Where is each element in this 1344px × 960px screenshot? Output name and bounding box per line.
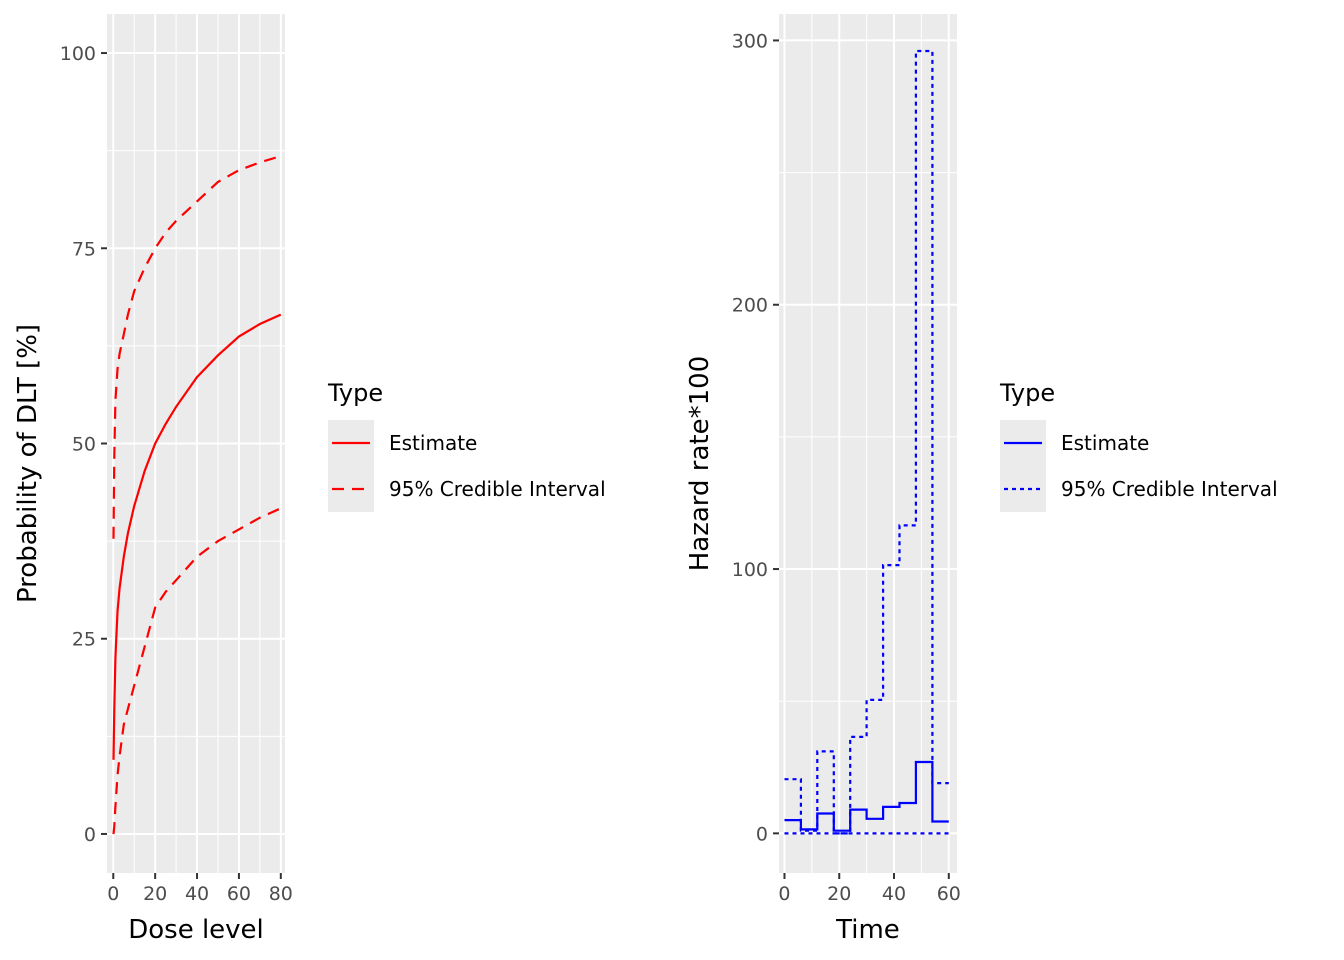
x-tick-label: 0 — [778, 883, 790, 905]
plot-panel — [779, 14, 957, 873]
credible-interval-line-1 — [112, 507, 282, 835]
x-tick-label: 20 — [827, 883, 851, 905]
y-tick-label: 0 — [84, 824, 96, 846]
legend-title: Type — [999, 379, 1055, 407]
legend-label: 95% Credible Interval — [389, 477, 606, 501]
credible-interval-line-1 — [784, 49, 949, 835]
y-tick-label: 25 — [72, 629, 96, 651]
x-axis-title: Dose level — [128, 915, 264, 945]
legend-label: 95% Credible Interval — [1061, 477, 1278, 501]
y-tick-label: 0 — [756, 823, 768, 845]
legend-title: Type — [327, 379, 383, 407]
y-tick-label: 50 — [72, 434, 96, 456]
hazard-rate-chart: 0 20 40 60 0 100 200 300 Time Hazard rate*100 Type… — [685, 14, 1278, 945]
x-tick-label: 20 — [143, 883, 167, 905]
x-axis-title: Time — [835, 915, 900, 945]
x-tick-label: 60 — [937, 883, 961, 905]
x-tick-label: 60 — [227, 883, 251, 905]
estimate-line-0 — [112, 313, 282, 760]
y-axis-title: Probability of DLT [%] — [13, 324, 43, 603]
x-tick-label: 0 — [107, 883, 119, 905]
legend-label: Estimate — [389, 431, 477, 455]
y-axis-title: Hazard rate*100 — [685, 356, 715, 572]
y-tick-label: 300 — [732, 30, 768, 52]
dose-probability-chart: 0 20 40 60 80 0 25 50 75 100 Dose level Probability… — [13, 14, 606, 945]
x-tick-label: 80 — [269, 883, 293, 905]
y-tick-label: 200 — [732, 295, 768, 317]
legend-label: Estimate — [1061, 431, 1149, 455]
y-tick-label: 75 — [72, 238, 96, 260]
x-tick-label: 40 — [185, 883, 209, 905]
y-tick-label: 100 — [60, 43, 96, 65]
y-tick-label: 100 — [732, 559, 768, 581]
x-tick-label: 40 — [882, 883, 906, 905]
